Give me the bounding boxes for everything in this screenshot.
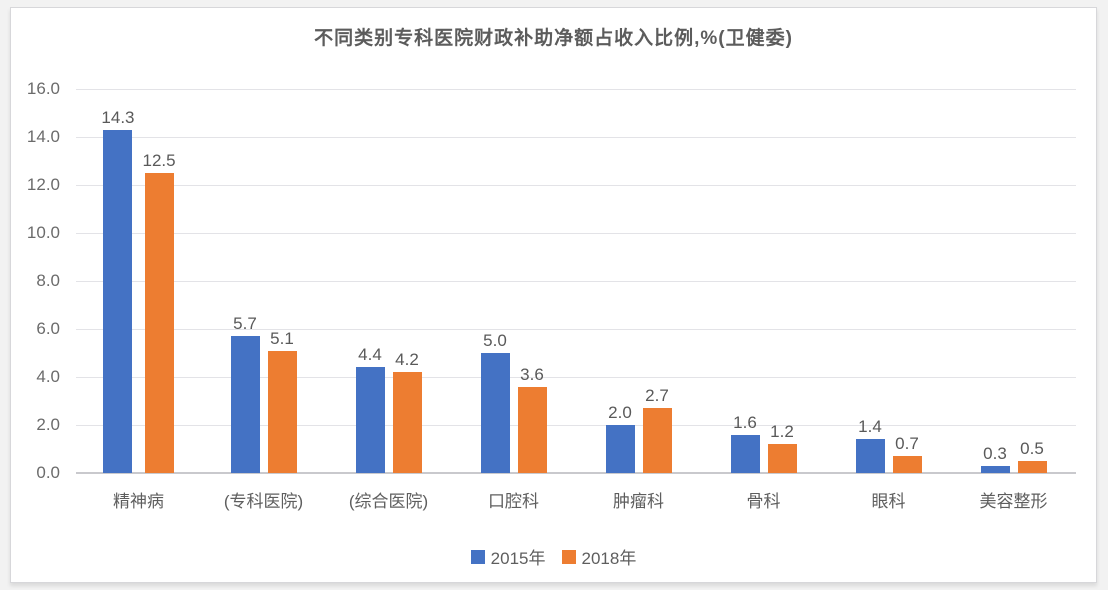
bar-group: 2.0 2.7 xyxy=(576,89,701,473)
value-label: 5.0 xyxy=(483,331,507,350)
bar-wrap-series-1: 2.7 xyxy=(642,89,672,473)
bar-group: 5.7 5.1 xyxy=(201,89,326,473)
y-axis: 0.0 2.0 4.0 6.0 8.0 10.0 12.0 14.0 16.0 xyxy=(11,80,66,482)
category-label: 口腔科 xyxy=(488,492,539,511)
gridline xyxy=(76,281,1076,282)
category-label: (专科医院) xyxy=(223,492,304,511)
bar-series-1 xyxy=(767,444,797,473)
bar-series-0 xyxy=(730,434,760,473)
legend-marker-2015 xyxy=(470,549,485,564)
y-tick-label: 14.0 xyxy=(26,127,60,146)
bar-series-1 xyxy=(892,456,922,473)
bar-series-0 xyxy=(605,425,635,473)
value-label: 4.4 xyxy=(358,345,382,365)
legend-label-2015: 2015年 xyxy=(490,549,546,568)
gridline xyxy=(76,329,1076,330)
bar-series-0 xyxy=(855,439,885,473)
value-label: 0.5 xyxy=(1020,439,1044,458)
bar-wrap-series-0: 4.4 xyxy=(355,89,385,473)
bar-group: 0.3 0.5 xyxy=(951,89,1076,473)
value-label: 4.2 xyxy=(395,350,419,370)
chart-card: 不同类别专科医院财政补助净额占收入比例,%(卫健委) 0.0 2.0 4.0 6.0 8… xyxy=(10,7,1097,583)
legend: 2015年 2018年 xyxy=(11,544,1096,569)
y-tick-label: 16.0 xyxy=(26,79,60,98)
x-axis-line xyxy=(76,472,1076,474)
bar-group: 4.4 4.2 xyxy=(326,89,451,473)
category-label: 肿瘤科 xyxy=(613,492,664,511)
bar-group: 1.4 0.7 xyxy=(826,89,951,473)
category-label: (综合医院) xyxy=(348,492,429,511)
category-label: 眼科 xyxy=(871,492,906,511)
legend-marker-2018 xyxy=(561,549,576,564)
bar-wrap-series-0: 1.6 xyxy=(730,89,760,473)
y-tick-label: 0.0 xyxy=(36,463,60,482)
value-label: 2.0 xyxy=(608,403,632,422)
bar-wrap-series-1: 5.1 xyxy=(267,89,297,473)
value-label: 0.3 xyxy=(983,443,1007,463)
gridline xyxy=(76,233,1076,234)
value-label: 3.6 xyxy=(520,364,544,384)
bar-wrap-series-0: 0.3 xyxy=(980,89,1010,473)
bar-wrap-series-1: 4.2 xyxy=(392,89,422,473)
gridline xyxy=(76,425,1076,426)
y-tick-label: 8.0 xyxy=(36,271,60,290)
bar-series-0 xyxy=(355,367,385,473)
bar-wrap-series-0: 2.0 xyxy=(605,89,635,473)
gridline xyxy=(76,185,1076,186)
bar-series-0 xyxy=(480,353,510,473)
chart-title: 不同类别专科医院财政补助净额占收入比例,%(卫健委) xyxy=(314,28,793,49)
bar-group: 14.3 12.5 xyxy=(76,89,201,473)
value-label: 5.7 xyxy=(233,314,257,334)
value-label: 5.1 xyxy=(270,328,294,348)
category-label: 精神病 xyxy=(113,492,164,511)
bar-series-1 xyxy=(392,372,422,473)
bar-wrap-series-1: 1.2 xyxy=(767,89,797,473)
gridline xyxy=(76,89,1076,90)
bar-wrap-series-0: 5.0 xyxy=(480,89,510,473)
bar-group: 1.6 1.2 xyxy=(701,89,826,473)
bar-group: 5.0 3.6 xyxy=(451,89,576,473)
value-label: 2.7 xyxy=(645,386,669,406)
bar-series-1 xyxy=(1017,461,1047,473)
bar-wrap-series-0: 14.3 xyxy=(101,89,135,473)
value-label: 1.6 xyxy=(733,412,757,432)
y-tick-label: 10.0 xyxy=(26,223,60,242)
bar-series-1 xyxy=(517,386,547,473)
bar-series-1 xyxy=(267,350,297,473)
bar-series-0 xyxy=(980,465,1010,473)
value-label: 0.7 xyxy=(895,434,919,454)
y-tick-label: 12.0 xyxy=(26,175,60,194)
bar-wrap-series-1: 3.6 xyxy=(517,89,547,473)
bar-wrap-series-0: 1.4 xyxy=(855,89,885,473)
legend-label-2018: 2018年 xyxy=(581,549,637,568)
bar-series-1 xyxy=(144,173,174,473)
category-label: 美容整形 xyxy=(979,492,1048,511)
bar-wrap-series-1: 12.5 xyxy=(143,89,176,473)
gridline xyxy=(76,137,1076,138)
bar-series-0 xyxy=(230,336,260,473)
bar-series-1 xyxy=(642,408,672,473)
bar-wrap-series-1: 0.5 xyxy=(1017,89,1047,473)
x-axis: 精神病 (专科医院) (综合医院) 口腔科 肿瘤科 骨科 眼科 美容整形 xyxy=(76,487,1076,511)
gridline xyxy=(76,377,1076,378)
value-label: 1.2 xyxy=(770,422,794,442)
bar-wrap-series-0: 5.7 xyxy=(230,89,260,473)
category-label: 骨科 xyxy=(746,492,781,511)
y-tick-label: 2.0 xyxy=(36,415,60,434)
value-label: 1.4 xyxy=(858,417,882,437)
bar-series-0 xyxy=(103,129,133,473)
plot-area: 14.3 12.5 5.7 5.1 4.4 4.2 5.0 3.6 2.0 2.7 1.6 1.2 1.… xyxy=(76,89,1076,474)
legend-item-2015: 2015年 xyxy=(470,544,546,569)
value-label: 12.5 xyxy=(142,151,176,170)
value-label: 14.3 xyxy=(101,107,135,127)
legend-item-2018: 2018年 xyxy=(561,544,637,569)
y-tick-label: 6.0 xyxy=(36,319,60,338)
bar-wrap-series-1: 0.7 xyxy=(892,89,922,473)
y-tick-label: 4.0 xyxy=(36,367,60,386)
